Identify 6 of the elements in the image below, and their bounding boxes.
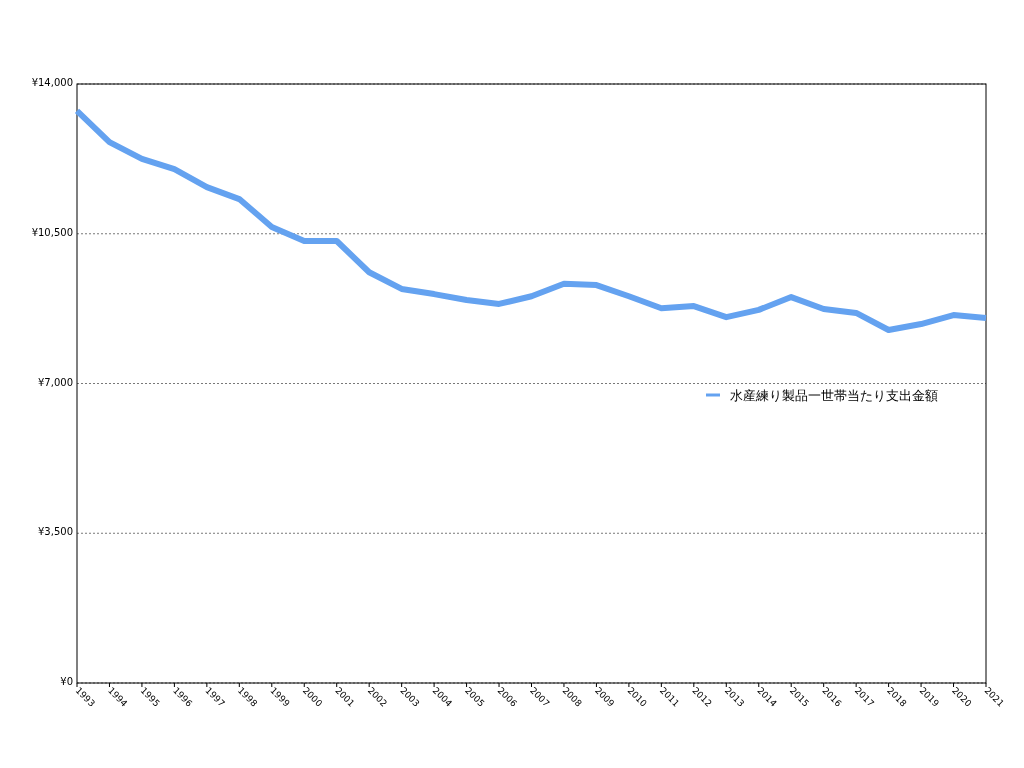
y-tick-label: ¥10,500 [31, 226, 73, 238]
y-tick-label: ¥14,000 [31, 77, 73, 88]
y-tick-label: ¥7,000 [38, 376, 73, 388]
legend-label: 水産練り製品一世帯当たり支出金額 [730, 388, 938, 403]
y-tick-label: ¥3,500 [38, 526, 73, 538]
y-tick-label: ¥0 [60, 676, 73, 687]
